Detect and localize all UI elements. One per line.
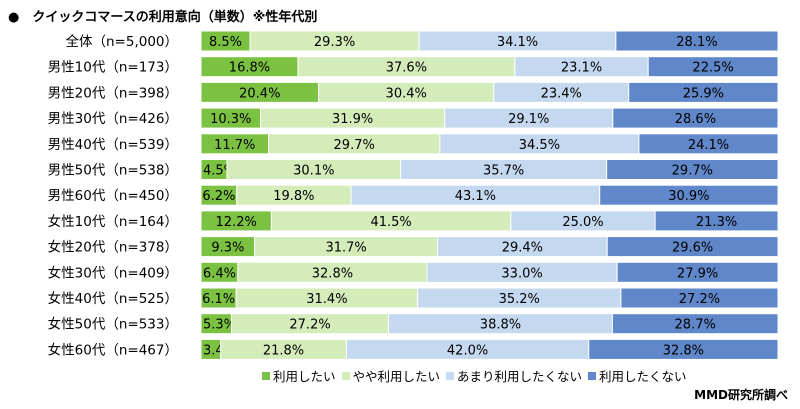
category-label: 男性30代（n=426）: [48, 111, 178, 127]
category-label: 女性20代（n=378）: [48, 239, 178, 256]
data-label: 24.1%: [688, 138, 729, 153]
bar-segment: [612, 107, 779, 129]
data-label: 37.6%: [386, 61, 427, 76]
legend-item: あまり利用したくない: [446, 366, 582, 385]
data-label: 30.9%: [668, 189, 709, 204]
legend-swatch: [588, 371, 597, 380]
data-label: 29.7%: [334, 138, 375, 153]
bar-segment: [647, 56, 779, 78]
category-label: 女性50代（n=533）: [48, 316, 178, 333]
data-label: 9.3%: [211, 241, 244, 256]
data-label: 28.1%: [676, 35, 717, 50]
category-label: 女性30代（n=409）: [48, 264, 178, 281]
legend-item: やや利用したい: [341, 366, 441, 385]
data-label: 8.5%: [209, 35, 242, 50]
data-label: 38.8%: [480, 318, 521, 333]
data-label: 6.4%: [203, 266, 236, 281]
data-label: 27.2%: [679, 292, 720, 307]
bar-segment: [628, 81, 779, 103]
bar-segment: [611, 313, 779, 335]
bar-segment: [620, 287, 779, 309]
data-label: 29.4%: [502, 241, 543, 256]
data-label: 31.7%: [325, 241, 366, 256]
legend-swatch: [446, 371, 455, 380]
data-label: 27.9%: [677, 266, 718, 281]
category-label: 男性40代（n=539）: [48, 137, 178, 153]
legend-swatch: [341, 371, 350, 380]
bar-segment: [599, 184, 779, 206]
category-label: 男性60代（n=450）: [48, 188, 178, 204]
legend-label: 利用したい: [273, 369, 336, 384]
data-label: 5.3%: [203, 318, 236, 333]
data-label: 27.2%: [289, 318, 330, 333]
legend: 利用したい やや利用したい あまり利用したくない 利用したくない: [262, 366, 687, 385]
data-label: 25.0%: [562, 215, 603, 230]
bar-segment: [616, 261, 779, 283]
data-label: 29.3%: [314, 35, 355, 50]
legend-label: 利用したくない: [599, 369, 687, 384]
legend-label: あまり利用したくない: [457, 369, 583, 384]
legend-label: やや利用したい: [352, 369, 441, 384]
source-credit: MMD研究所調べ: [694, 388, 788, 402]
data-label: 34.1%: [497, 35, 538, 50]
data-label: 29.6%: [672, 241, 713, 256]
data-label: 10.3%: [210, 112, 251, 127]
data-label: 21.3%: [696, 215, 737, 230]
data-label: 29.7%: [672, 164, 713, 179]
category-label: 女性40代（n=525）: [48, 290, 178, 307]
data-label: 41.5%: [370, 215, 411, 230]
bar-segment: [638, 133, 779, 155]
data-label: 33.0%: [501, 266, 542, 281]
data-label: 32.8%: [312, 266, 353, 281]
data-label: 30.4%: [386, 86, 427, 101]
data-label: 31.4%: [306, 292, 347, 307]
data-label: 25.9%: [683, 86, 724, 101]
data-label: 20.4%: [239, 86, 280, 101]
bar-segment: [588, 338, 779, 360]
legend-item: 利用したい: [262, 366, 336, 385]
data-label: 31.9%: [332, 112, 373, 127]
category-label: 男性10代（n=173）: [48, 60, 178, 76]
data-label: 23.4%: [541, 86, 582, 101]
data-label: 16.8%: [229, 61, 270, 76]
category-label: 男性50代（n=538）: [48, 163, 178, 179]
bar-segment: [606, 236, 779, 258]
data-label: 29.1%: [508, 112, 549, 127]
category-label: 女性10代（n=164）: [48, 213, 178, 230]
bar-segment: [615, 30, 779, 52]
data-label: 22.5%: [692, 61, 733, 76]
category-label: 男性20代（n=398）: [48, 85, 178, 101]
data-label: 32.8%: [663, 343, 704, 358]
legend-item: 利用したくない: [588, 366, 687, 385]
bar-segment: [654, 210, 779, 232]
chart-title: ● クイックコマースの利用意向（単数）※性年代別: [8, 10, 318, 25]
data-label: 42.0%: [447, 343, 488, 358]
data-label: 11.7%: [214, 138, 255, 153]
data-label: 34.5%: [519, 138, 560, 153]
bar-segment: [606, 159, 779, 180]
data-label: 19.8%: [273, 189, 314, 204]
data-label: 35.7%: [483, 164, 524, 179]
category-label: 女性60代（n=467）: [48, 341, 178, 358]
data-label: 30.1%: [293, 164, 334, 179]
legend-swatch: [262, 371, 270, 380]
data-label: 28.7%: [675, 318, 716, 333]
data-label: 6.2%: [202, 189, 235, 204]
data-label: 35.2%: [499, 292, 540, 307]
data-label: 6.1%: [202, 292, 235, 307]
data-label: 43.1%: [455, 189, 496, 204]
category-label: 全体（n=5,000）: [65, 33, 178, 50]
data-label: 23.1%: [561, 61, 602, 76]
data-label: 28.6%: [675, 112, 716, 127]
data-label: 21.8%: [263, 343, 304, 358]
data-label: 12.2%: [216, 215, 257, 230]
